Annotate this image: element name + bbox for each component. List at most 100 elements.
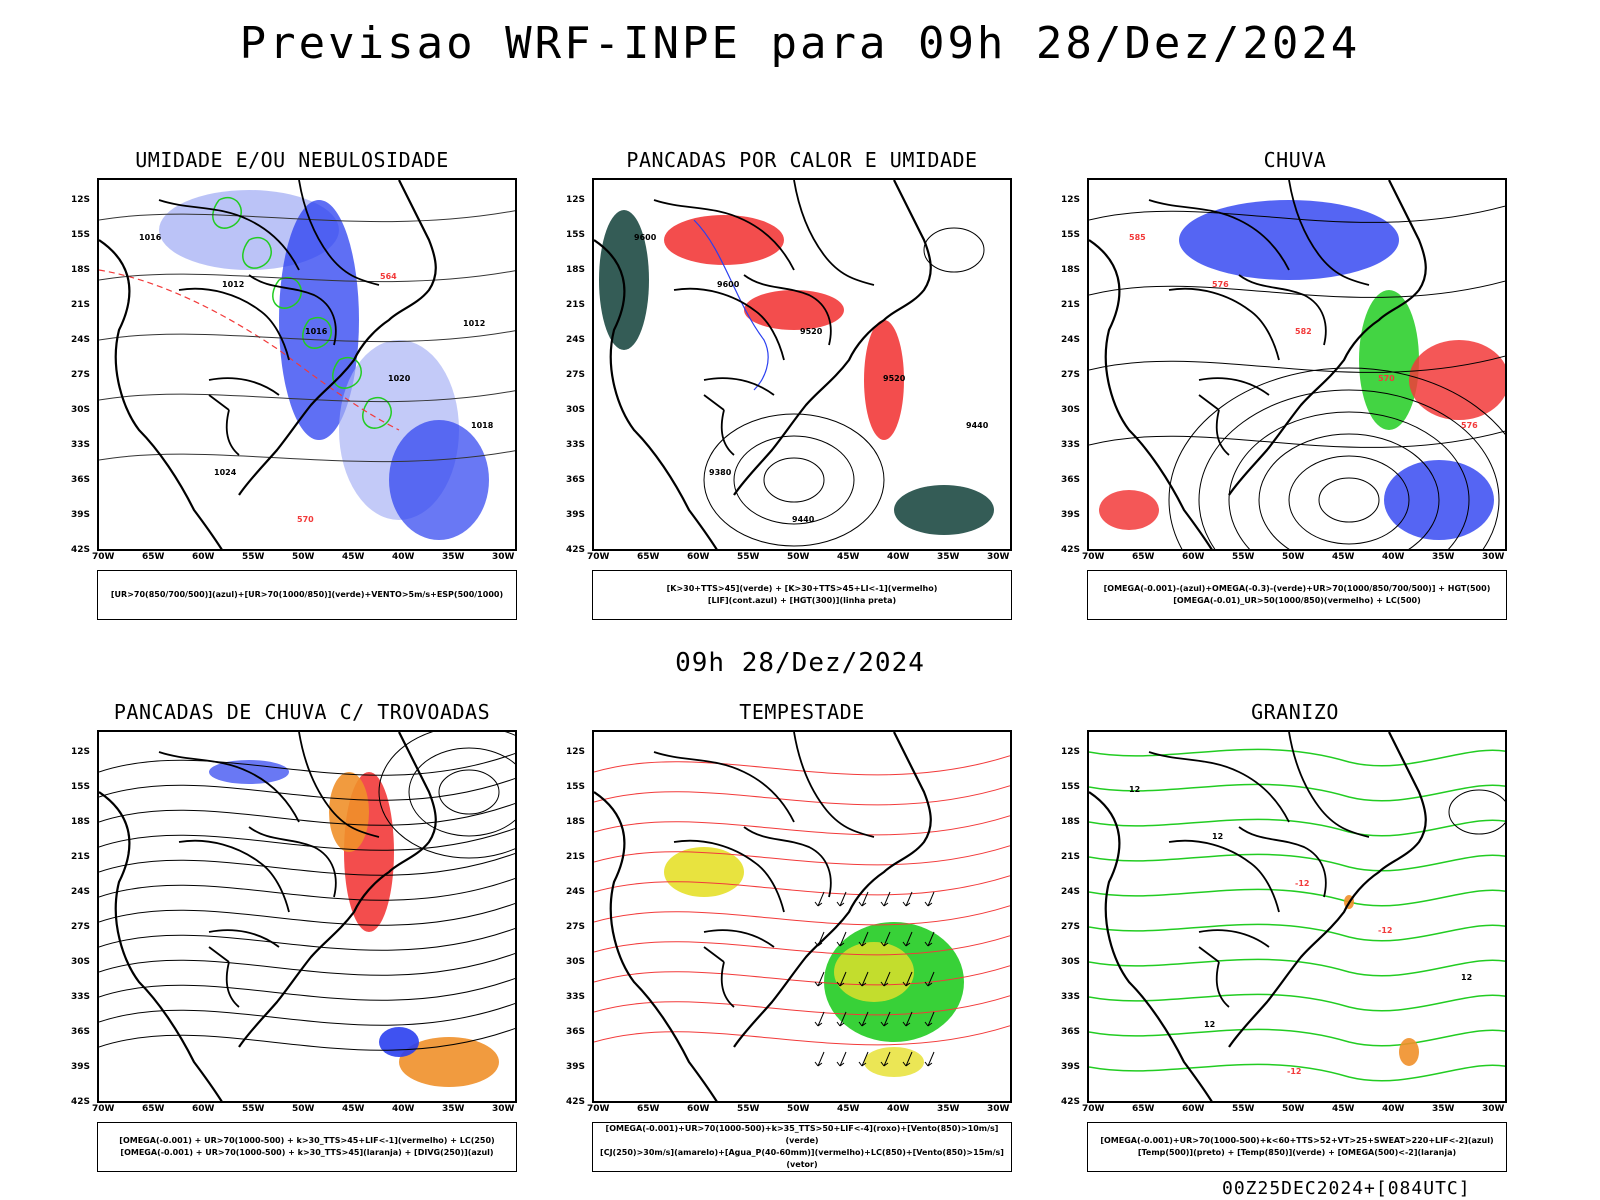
lat-tick-label: 27S xyxy=(1061,370,1081,380)
wind-vector xyxy=(858,931,869,947)
lat-tick-label: 18S xyxy=(566,265,586,275)
map-canvas: 12 12 -12 -12 12 12 -12 xyxy=(1089,732,1505,1101)
contour-label: 9520 xyxy=(800,327,823,336)
lat-tick-label: 30S xyxy=(566,957,586,967)
streamline xyxy=(594,755,1010,776)
lon-tick-label: 45W xyxy=(342,552,365,562)
lon-tick-label: 60W xyxy=(687,1104,710,1114)
contour-label: 9440 xyxy=(792,515,815,524)
country-border xyxy=(743,826,832,898)
lon-tick-label: 30W xyxy=(987,1104,1010,1114)
lat-tick-label: 21S xyxy=(1061,852,1081,862)
coastline xyxy=(594,180,932,549)
mid-title: 09h 28/Dez/2024 xyxy=(675,648,925,678)
contour-label: -12 xyxy=(1378,926,1392,935)
lon-tick-label: 35W xyxy=(937,552,960,562)
lon-tick-label: 60W xyxy=(1182,1104,1205,1114)
country-border xyxy=(208,377,280,396)
country-border xyxy=(1148,199,1290,271)
lat-tick-label: 18S xyxy=(1061,265,1081,275)
rain-red xyxy=(1099,490,1159,530)
convection-red xyxy=(744,290,844,330)
wind-vector xyxy=(836,1051,847,1067)
contour-label: 1016 xyxy=(305,327,328,336)
country-border xyxy=(1238,274,1327,346)
country-border xyxy=(1148,751,1290,823)
lon-tick-label: 35W xyxy=(442,1104,465,1114)
lat-tick-label: 12S xyxy=(71,195,91,205)
country-border xyxy=(208,929,280,948)
country-border xyxy=(1288,732,1370,838)
lon-tick-label: 30W xyxy=(987,552,1010,562)
legend-chuva: [OMEGA(-0.001)-(azul)+OMEGA(-0.3)-(verde… xyxy=(1087,570,1507,620)
isoline xyxy=(408,747,515,837)
lon-tick-label: 35W xyxy=(1432,552,1455,562)
streamline xyxy=(99,852,515,876)
lat-tick-label: 39S xyxy=(566,510,586,520)
wind-vector xyxy=(924,1011,935,1027)
streamline xyxy=(594,1025,1010,1046)
footer-run-label: 00Z25DEC2024+[084UTC] xyxy=(1222,1178,1471,1199)
country-border xyxy=(298,180,380,286)
lon-tick-label: 40W xyxy=(392,552,415,562)
lon-tick-label: 40W xyxy=(887,552,910,562)
country-border xyxy=(1198,394,1230,456)
lon-tick-label: 65W xyxy=(142,1104,165,1114)
country-border xyxy=(248,826,337,898)
green-contour xyxy=(302,317,332,349)
contour-label: 9600 xyxy=(634,233,657,242)
lon-tick-label: 70W xyxy=(1082,552,1105,562)
contour-label: 564 xyxy=(380,272,397,281)
country-border xyxy=(1168,287,1280,361)
lat-tick-label: 15S xyxy=(71,230,91,240)
wind-vector xyxy=(924,971,935,987)
legend-line: [K>30+TTS>45](verde) + [K>30+TTS>45+LI<-… xyxy=(666,584,938,593)
streamline xyxy=(99,827,515,851)
lon-tick-label: 50W xyxy=(787,1104,810,1114)
panel-title-trovoadas: PANCADAS DE CHUVA C/ TROVOADAS xyxy=(113,700,491,724)
country-border xyxy=(208,946,240,1008)
lon-tick-label: 40W xyxy=(392,1104,415,1114)
map-granizo: 12 12 -12 -12 12 12 -12 xyxy=(1087,730,1507,1103)
lat-tick-label: 39S xyxy=(1061,1062,1081,1072)
streamline xyxy=(594,815,1010,836)
lon-tick-label: 40W xyxy=(1382,1104,1405,1114)
lat-tick-label: 36S xyxy=(1061,1027,1081,1037)
lat-tick-label: 18S xyxy=(71,817,91,827)
country-border xyxy=(673,839,785,913)
lat-tick-label: 12S xyxy=(1061,747,1081,757)
streamline xyxy=(1089,430,1505,448)
wind-vector xyxy=(902,1051,913,1067)
wind-vector xyxy=(814,891,825,907)
temp850-contour xyxy=(1089,748,1505,767)
streamline xyxy=(99,977,515,1001)
country-border xyxy=(178,287,290,361)
wind-vector xyxy=(924,931,935,947)
map-canvas: 1016 1012 1016 1020 1018 1024 570 564 1012 xyxy=(99,180,515,549)
lon-tick-label: 60W xyxy=(687,552,710,562)
lat-tick-label: 42S xyxy=(566,545,586,555)
thunder-orange xyxy=(329,772,369,852)
country-border xyxy=(673,287,785,361)
panel-title-tempestade: TEMPESTADE xyxy=(739,700,865,724)
wind-vector xyxy=(858,1051,869,1067)
legend-trovoadas: [OMEGA(-0.001) + UR>70(1000-500) + k>30_… xyxy=(97,1122,517,1172)
lon-tick-label: 35W xyxy=(442,552,465,562)
lat-tick-label: 42S xyxy=(566,1097,586,1107)
streamline xyxy=(1089,355,1505,373)
isoline xyxy=(1318,477,1380,523)
temp850-contour xyxy=(1089,923,1505,942)
wind-vector xyxy=(880,1011,891,1027)
contour-label: 9600 xyxy=(717,280,740,289)
lat-tick-label: 30S xyxy=(1061,405,1081,415)
legend-line: [Temp(500)](preto) + [Temp(850)](verde) … xyxy=(1137,1148,1457,1157)
wind-vector xyxy=(814,1051,825,1067)
lat-tick-label: 39S xyxy=(1061,510,1081,520)
lon-tick-label: 40W xyxy=(1382,552,1405,562)
lat-tick-label: 24S xyxy=(566,335,586,345)
wind-vector xyxy=(924,1051,935,1067)
lat-tick-label: 30S xyxy=(71,957,91,967)
lat-tick-label: 21S xyxy=(71,300,91,310)
lat-tick-label: 21S xyxy=(1061,300,1081,310)
country-border xyxy=(703,929,775,948)
